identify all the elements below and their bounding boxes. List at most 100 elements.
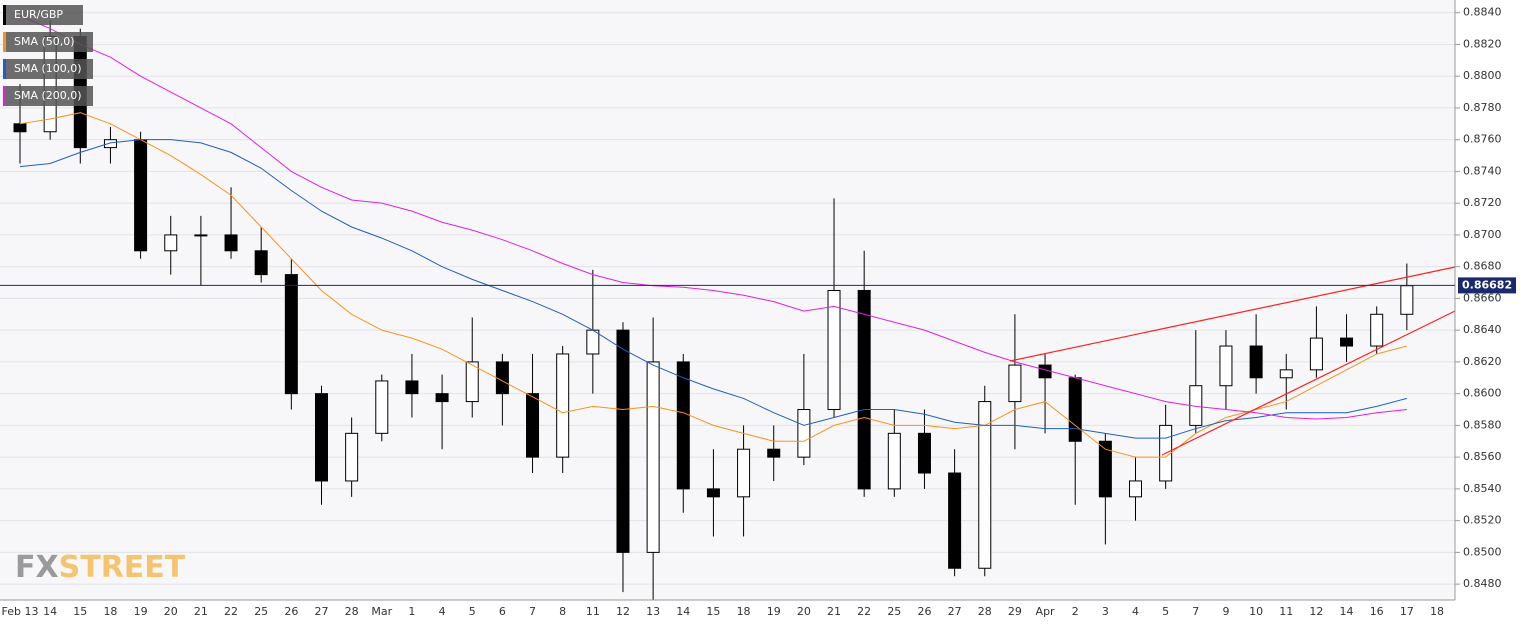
watermark: FXSTREET [15, 550, 186, 585]
legend-box [3, 86, 93, 106]
x-tick-label: 14 [676, 605, 690, 618]
candle-body [586, 329, 600, 355]
candle-body [224, 234, 238, 252]
x-tick-label: 7 [529, 605, 536, 618]
legend-label: SMA (200,0) [14, 89, 82, 102]
candle-body [375, 380, 389, 434]
candle-body [526, 393, 540, 458]
candle-body [646, 361, 660, 553]
x-tick-label: 14 [1340, 605, 1354, 618]
x-tick-label: 4 [439, 605, 446, 618]
sma-line [19, 15, 1407, 420]
candle-body [827, 289, 841, 411]
x-tick-label: 27 [948, 605, 962, 618]
x-tick-label: 22 [224, 605, 238, 618]
x-tick-label: 19 [767, 605, 781, 618]
y-tick-label: 0.8700 [1463, 228, 1502, 241]
y-tick-label: 0.8800 [1463, 69, 1502, 82]
candle-body [254, 250, 268, 276]
y-tick-label: 0.8580 [1463, 418, 1502, 431]
last-price-label: 0.86682 [1462, 278, 1512, 291]
x-tick-label: 26 [284, 605, 298, 618]
candle-body [948, 472, 962, 569]
x-tick-label: 12 [1309, 605, 1323, 618]
watermark-fx: FX [15, 550, 59, 585]
x-tick-label: 13 [646, 605, 660, 618]
candle-body [676, 361, 690, 490]
candle-body [103, 139, 117, 149]
candle-body [1219, 345, 1233, 387]
candle-body [797, 409, 811, 458]
x-tick-label: Mar [371, 605, 392, 618]
x-tick-label: 1 [408, 605, 415, 618]
candle-body [706, 488, 720, 498]
candle-body [556, 353, 570, 458]
y-tick-label: 0.8680 [1463, 260, 1502, 273]
x-tick-label: 6 [499, 605, 506, 618]
x-tick-label: 4 [1132, 605, 1139, 618]
x-tick-label: 17 [1400, 605, 1414, 618]
x-tick-label: 10 [1249, 605, 1263, 618]
candle-body [1098, 440, 1112, 498]
x-tick-label: Apr [1036, 605, 1056, 618]
legend-swatch [3, 86, 6, 106]
x-tick-label: 11 [586, 605, 600, 618]
x-tick-label: 26 [917, 605, 931, 618]
legend-box [3, 5, 83, 25]
candle-body [767, 448, 781, 458]
legend-box [3, 59, 93, 79]
y-tick-label: 0.8500 [1463, 545, 1502, 558]
x-tick-label: Feb 13 [2, 605, 39, 618]
x-tick-label: 18 [103, 605, 117, 618]
candle-body [1340, 337, 1354, 347]
y-tick-label: 0.8740 [1463, 164, 1502, 177]
legend-label: SMA (100,0) [14, 62, 82, 75]
x-tick-label: 29 [1008, 605, 1022, 618]
x-tick-label: 16 [1370, 605, 1384, 618]
y-tick-label: 0.8820 [1463, 37, 1502, 50]
candle-body [616, 329, 630, 553]
y-tick-label: 0.8840 [1463, 6, 1502, 19]
candle-body [314, 393, 328, 482]
candle-body [405, 380, 419, 395]
y-tick-label: 0.8560 [1463, 450, 1502, 463]
x-tick-label: 22 [857, 605, 871, 618]
candle-body [1309, 337, 1323, 371]
x-tick-label: 21 [194, 605, 208, 618]
candle-body [284, 274, 298, 395]
sma-line [19, 139, 1407, 439]
x-tick-label: 15 [706, 605, 720, 618]
x-tick-label: 14 [43, 605, 57, 618]
trend-line-lower [1161, 310, 1456, 456]
x-tick-label: 18 [737, 605, 751, 618]
y-tick-label: 0.8540 [1463, 482, 1502, 495]
sma-line [19, 112, 1407, 458]
candle-body [857, 289, 871, 490]
x-tick-label: 15 [73, 605, 87, 618]
x-tick-label: 12 [616, 605, 630, 618]
legend-label: SMA (50,0) [14, 35, 75, 48]
candle-body [1068, 377, 1082, 442]
x-tick-label: 28 [978, 605, 992, 618]
x-tick-label: 8 [559, 605, 566, 618]
candle-body [164, 234, 178, 252]
x-tick-label: 3 [1102, 605, 1109, 618]
x-tick-label: 20 [164, 605, 178, 618]
legend-swatch [3, 59, 6, 79]
candle-body [134, 139, 148, 252]
x-tick-label: 25 [254, 605, 268, 618]
candle-body [887, 432, 901, 490]
plot-area [0, 0, 1455, 600]
y-tick-label: 0.8660 [1463, 291, 1502, 304]
candle-body [495, 361, 509, 395]
x-tick-label: 28 [345, 605, 359, 618]
candle-body [1008, 364, 1022, 403]
y-tick-label: 0.8480 [1463, 577, 1502, 590]
x-tick-label: 20 [797, 605, 811, 618]
candle-body [1249, 345, 1263, 379]
y-tick-label: 0.8720 [1463, 196, 1502, 209]
candle-body [1400, 285, 1414, 315]
y-tick-label: 0.8780 [1463, 101, 1502, 114]
y-tick-label: 0.8760 [1463, 133, 1502, 146]
